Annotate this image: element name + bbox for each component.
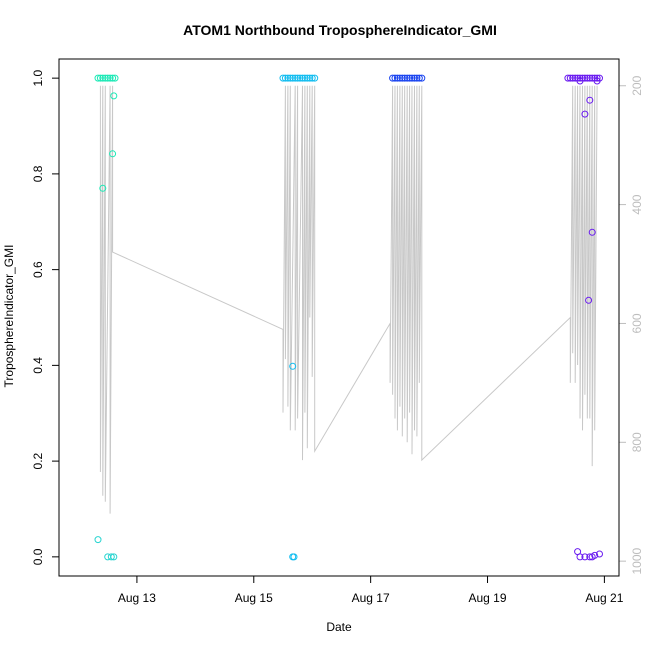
data-point: [101, 74, 109, 82]
y-axis-label: TroposphereIndicator_GMI: [2, 245, 16, 388]
data-point: [110, 92, 118, 100]
data-point: [583, 74, 591, 82]
data-point: [94, 536, 102, 544]
data-point: [291, 74, 299, 82]
data-point: [99, 74, 107, 82]
data-point: [576, 74, 584, 82]
data-point: [393, 74, 401, 82]
x-tick-label: Aug 17: [352, 591, 390, 605]
trace-line: [99, 85, 598, 514]
x-tick-label: Aug 15: [235, 591, 273, 605]
y-tick-label: 0.4: [31, 357, 45, 374]
x-axis-label: Date: [326, 620, 352, 634]
data-point: [281, 74, 289, 82]
data-point: [406, 74, 414, 82]
data-points: [94, 74, 603, 561]
data-point: [109, 150, 117, 158]
data-point: [418, 74, 426, 82]
data-point: [301, 74, 309, 82]
data-point: [593, 77, 601, 85]
data-point: [289, 362, 297, 370]
axes: Aug 13 Aug 15 Aug 17 Aug 19 Aug 21 0.0 0.2 0.4 0…: [31, 69, 644, 605]
data-point: [311, 74, 319, 82]
x-tick-label: Aug 21: [585, 591, 623, 605]
right-y-tick-label: 400: [630, 194, 644, 214]
pressure-trace: [99, 85, 598, 514]
plot-frame: [58, 58, 620, 577]
data-point: [96, 74, 104, 82]
data-point: [109, 74, 117, 82]
data-point: [306, 74, 314, 82]
data-point: [581, 553, 589, 561]
right-y-tick-label: 1000: [630, 547, 644, 574]
data-point: [408, 74, 416, 82]
data-point: [279, 74, 287, 82]
data-point: [289, 74, 297, 82]
right-y-tick-label: 800: [630, 432, 644, 452]
data-point: [286, 74, 294, 82]
x-tick-label: Aug 19: [468, 591, 506, 605]
y-tick-label: 1.0: [31, 69, 45, 86]
data-point: [106, 74, 114, 82]
data-point: [104, 74, 112, 82]
data-point: [564, 74, 572, 82]
data-point: [585, 296, 593, 304]
data-point: [296, 74, 304, 82]
data-point: [308, 74, 316, 82]
data-point: [576, 77, 584, 85]
right-y-tick-label: 600: [630, 313, 644, 333]
data-point: [596, 550, 603, 558]
y-tick-label: 0.6: [31, 261, 45, 278]
data-point: [415, 74, 423, 82]
data-point: [290, 553, 298, 561]
data-point: [303, 74, 311, 82]
data-point: [294, 74, 302, 82]
data-point: [94, 74, 102, 82]
data-point: [586, 553, 594, 561]
data-point: [591, 551, 599, 559]
data-point: [403, 74, 411, 82]
data-point: [107, 553, 115, 561]
data-point: [111, 74, 119, 82]
data-point: [398, 74, 406, 82]
x-tick-label: Aug 13: [118, 591, 156, 605]
data-point: [566, 74, 574, 82]
data-point: [413, 74, 421, 82]
y-tick-label: 0.0: [31, 548, 45, 565]
data-point: [588, 228, 596, 236]
data-point: [110, 553, 118, 561]
data-point: [391, 74, 399, 82]
data-point: [99, 184, 107, 192]
data-point: [396, 74, 404, 82]
data-point: [581, 110, 589, 118]
data-point: [284, 74, 292, 82]
data-point: [586, 74, 594, 82]
y-tick-label: 0.2: [31, 452, 45, 469]
right-y-tick-label: 200: [630, 75, 644, 95]
data-point: [389, 74, 397, 82]
data-point: [401, 74, 409, 82]
data-point: [593, 74, 601, 82]
y-tick-label: 0.8: [31, 165, 45, 182]
data-point: [576, 553, 584, 561]
data-point: [299, 74, 306, 82]
chart-title: ATOM1 Northbound TroposphereIndicator_GM…: [183, 22, 497, 38]
data-point: [569, 74, 577, 82]
data-point: [586, 96, 594, 104]
data-point: [411, 74, 418, 82]
